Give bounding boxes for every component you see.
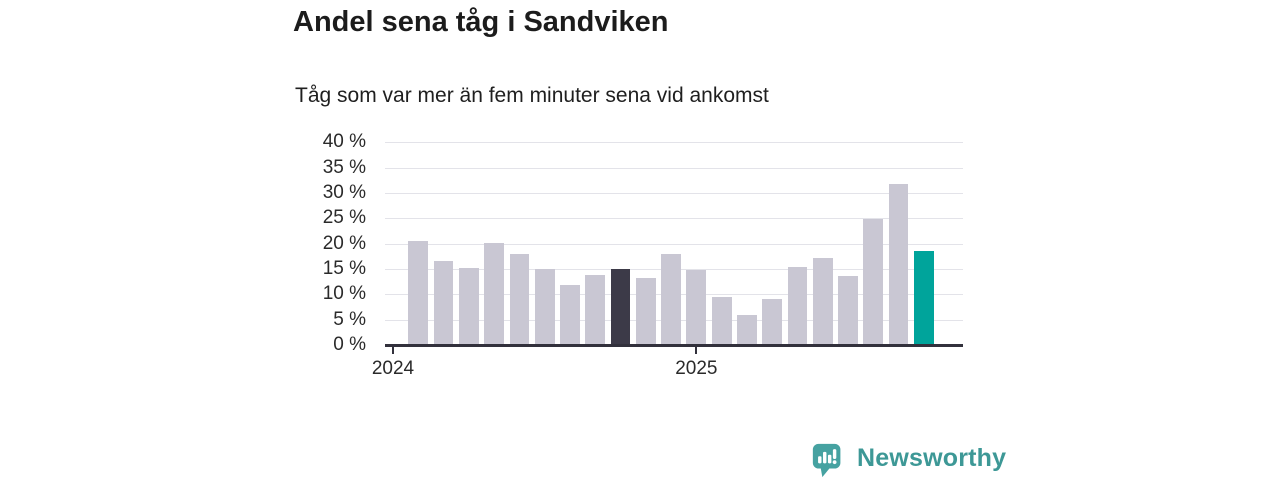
x-axis-label-2025: 2025 <box>675 358 718 379</box>
bar-feb-2024 <box>408 241 429 345</box>
gridline-40 <box>385 142 963 144</box>
newsworthy-logo-icon <box>812 443 841 478</box>
bar-jul-2024 <box>534 268 555 345</box>
chart-subtitle: Tåg som var mer än fem minuter sena vid … <box>295 84 769 107</box>
bar-jun-2025 <box>812 258 833 345</box>
bar-okt-2024 <box>610 268 631 345</box>
y-axis-label-5: 5 % <box>333 308 366 330</box>
newsworthy-logo: Newsworthy <box>810 441 1006 479</box>
bar-aug-2025 <box>863 218 884 345</box>
gridline-25 <box>385 218 963 220</box>
bar-dec-2024 <box>661 254 681 345</box>
bar-jan-2025 <box>686 270 707 345</box>
y-axis-label-15: 15 % <box>322 257 366 279</box>
bar-sep-2025 <box>888 183 909 345</box>
y-axis-label-30: 30 % <box>322 181 366 203</box>
bar-maj-2025 <box>787 267 808 345</box>
bar-apr-2024 <box>458 267 479 345</box>
x-axis-label-2024: 2024 <box>371 358 415 379</box>
y-axis-label-40: 40 % <box>322 131 366 153</box>
bar-mar-2025 <box>737 315 757 345</box>
newsworthy-logo-text: Newsworthy <box>857 443 1007 472</box>
bar-nov-2024 <box>635 277 656 345</box>
bar-aug-2024 <box>560 284 580 345</box>
bar-jun-2024 <box>509 253 530 345</box>
y-axis-label-0: 0 % <box>333 334 366 355</box>
bar-sep-2024 <box>585 274 606 345</box>
y-axis-label-20: 20 % <box>322 232 366 254</box>
y-axis-label-25: 25 % <box>322 207 366 229</box>
y-axis-label-10: 10 % <box>322 283 366 305</box>
bar-mar-2024 <box>433 260 454 345</box>
x-axis-tick-2025 <box>695 347 698 354</box>
bar-maj-2024 <box>484 243 505 345</box>
bar-feb-2025 <box>711 297 732 345</box>
bar-okt-2025 <box>913 251 934 345</box>
x-axis-line <box>385 344 963 347</box>
x-axis-tick-2024 <box>392 347 394 354</box>
gridline-30 <box>385 192 963 194</box>
gridline-20 <box>385 243 963 245</box>
gridline-35 <box>385 167 963 169</box>
chart-title: Andel sena tåg i Sandviken <box>293 6 669 38</box>
bar-apr-2025 <box>762 299 783 345</box>
bar-jul-2025 <box>838 275 858 345</box>
y-axis-label-35: 35 % <box>322 156 366 178</box>
